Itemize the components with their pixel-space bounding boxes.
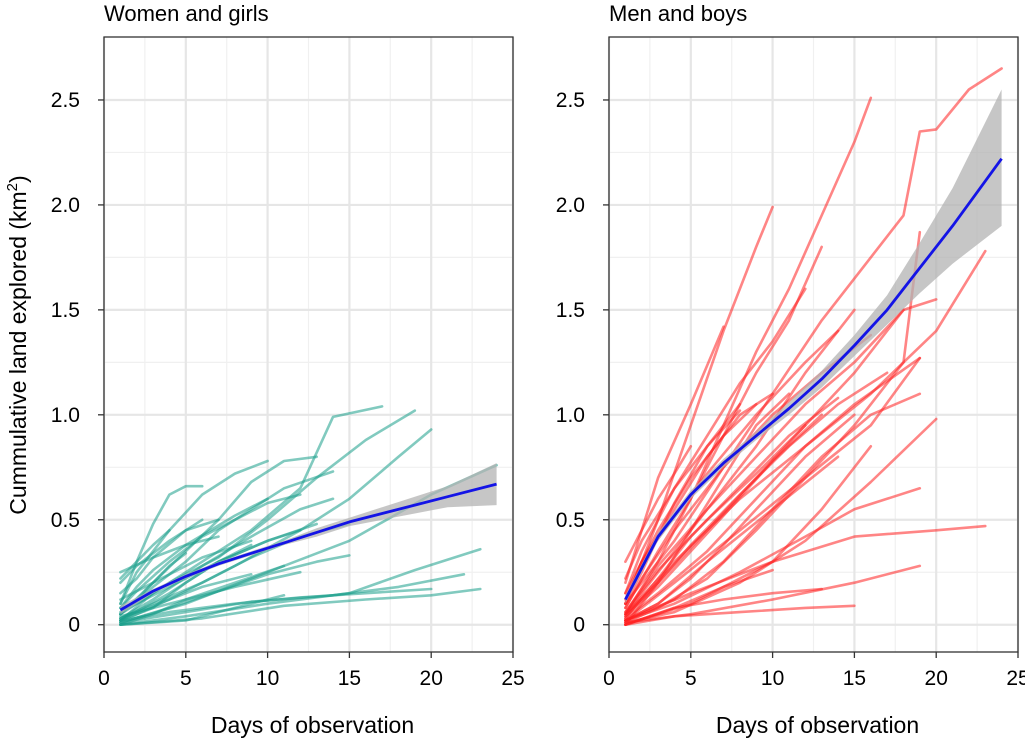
trajectory-women-13: [119, 497, 335, 620]
trajectory-men-33: [624, 402, 758, 601]
y-tick-label-men: 2.0: [556, 194, 585, 217]
x-tick-label-men: 20: [925, 667, 948, 690]
trajectory-women-26: [119, 528, 171, 580]
trajectory-men-1: [624, 96, 873, 616]
y-axis-title: Cummulative land explored (km2): [4, 175, 31, 514]
y-tick-label-women: 0.5: [51, 509, 80, 532]
y-tick-label-men: 0.5: [556, 509, 585, 532]
trajectory-women-18: [119, 518, 204, 585]
y-tick-label-women: 2.5: [51, 89, 80, 112]
panel-title-men: Men and boys: [609, 1, 747, 26]
trajectory-men-26: [624, 423, 807, 614]
trend-line-men: [624, 157, 1003, 601]
panel-men-and-boys: 0 0.5 1.0 1.5 2.0 2.5 0 5 10 15 20 25 Days of observ…: [556, 1, 1025, 738]
panel-women-and-girls: 0 0.5 1.0 1.5 2.0 2.5 0 5 10 15 20 25 Days of observ…: [51, 1, 525, 738]
trajectory-women-22: [119, 539, 253, 601]
y-tick-label-women: 1.5: [51, 299, 80, 322]
trend-line-women: [119, 482, 497, 612]
x-tick-label-men: 25: [1006, 667, 1025, 690]
trajectory-men-7: [624, 486, 922, 622]
panel-title-women: Women and girls: [104, 1, 269, 26]
x-tick-label-men: 15: [843, 667, 866, 690]
x-tick-label-men: 5: [685, 667, 697, 690]
trajectory-men-17: [624, 356, 922, 620]
y-tick-label-men: 1.0: [556, 404, 585, 427]
trajectory-men-28: [624, 413, 824, 618]
trajectory-men-3: [624, 205, 774, 606]
trajectory-men-18: [624, 325, 725, 585]
y-tick-label-men: 0: [573, 614, 585, 637]
trajectory-men-35: [624, 409, 742, 580]
x-tick-label-women: 10: [256, 667, 279, 690]
x-axis-title-women: Days of observation: [211, 712, 414, 738]
trajectory-men-34: [624, 413, 856, 622]
trajectory-men-29: [624, 444, 693, 564]
y-tick-label-women: 2.0: [51, 194, 80, 217]
trajectory-men-5: [624, 524, 987, 622]
trajectory-men-23: [624, 371, 889, 616]
x-tick-label-men: 10: [761, 667, 784, 690]
trajectory-men-9: [624, 604, 856, 627]
x-axis-title-men: Days of observation: [716, 712, 919, 738]
trajectory-women-12: [119, 470, 335, 616]
y-tick-label-men: 1.5: [556, 299, 585, 322]
y-tick-label-women: 0: [68, 614, 80, 637]
y-tick-label-women: 1.0: [51, 404, 80, 427]
confidence-ribbon-women: [120, 463, 497, 615]
y-tick-label-men: 2.5: [556, 89, 585, 112]
x-tick-label-women: 5: [180, 667, 192, 690]
trajectory-women-10: [119, 459, 269, 606]
trajectory-men-15: [624, 298, 938, 614]
x-tick-label-women: 0: [98, 667, 110, 690]
x-tick-label-men: 0: [603, 667, 615, 690]
trajectory-men-36: [624, 230, 922, 624]
x-tick-label-women: 25: [501, 667, 524, 690]
x-tick-label-women: 15: [338, 667, 361, 690]
trajectory-men-13: [624, 287, 807, 595]
trajectory-women-24: [119, 572, 253, 622]
trajectory-women-30: [119, 535, 220, 574]
plot-frame-women: [103, 36, 514, 653]
plot-frame-men: [608, 36, 1019, 653]
trajectory-women-29: [119, 497, 269, 610]
trajectory-men-2: [624, 67, 1003, 606]
trajectory-men-16: [624, 356, 922, 622]
trajectory-women-27: [119, 593, 286, 627]
trajectory-women-20: [119, 554, 351, 624]
trajectory-men-32: [624, 417, 938, 624]
x-tick-label-women: 20: [420, 667, 443, 690]
